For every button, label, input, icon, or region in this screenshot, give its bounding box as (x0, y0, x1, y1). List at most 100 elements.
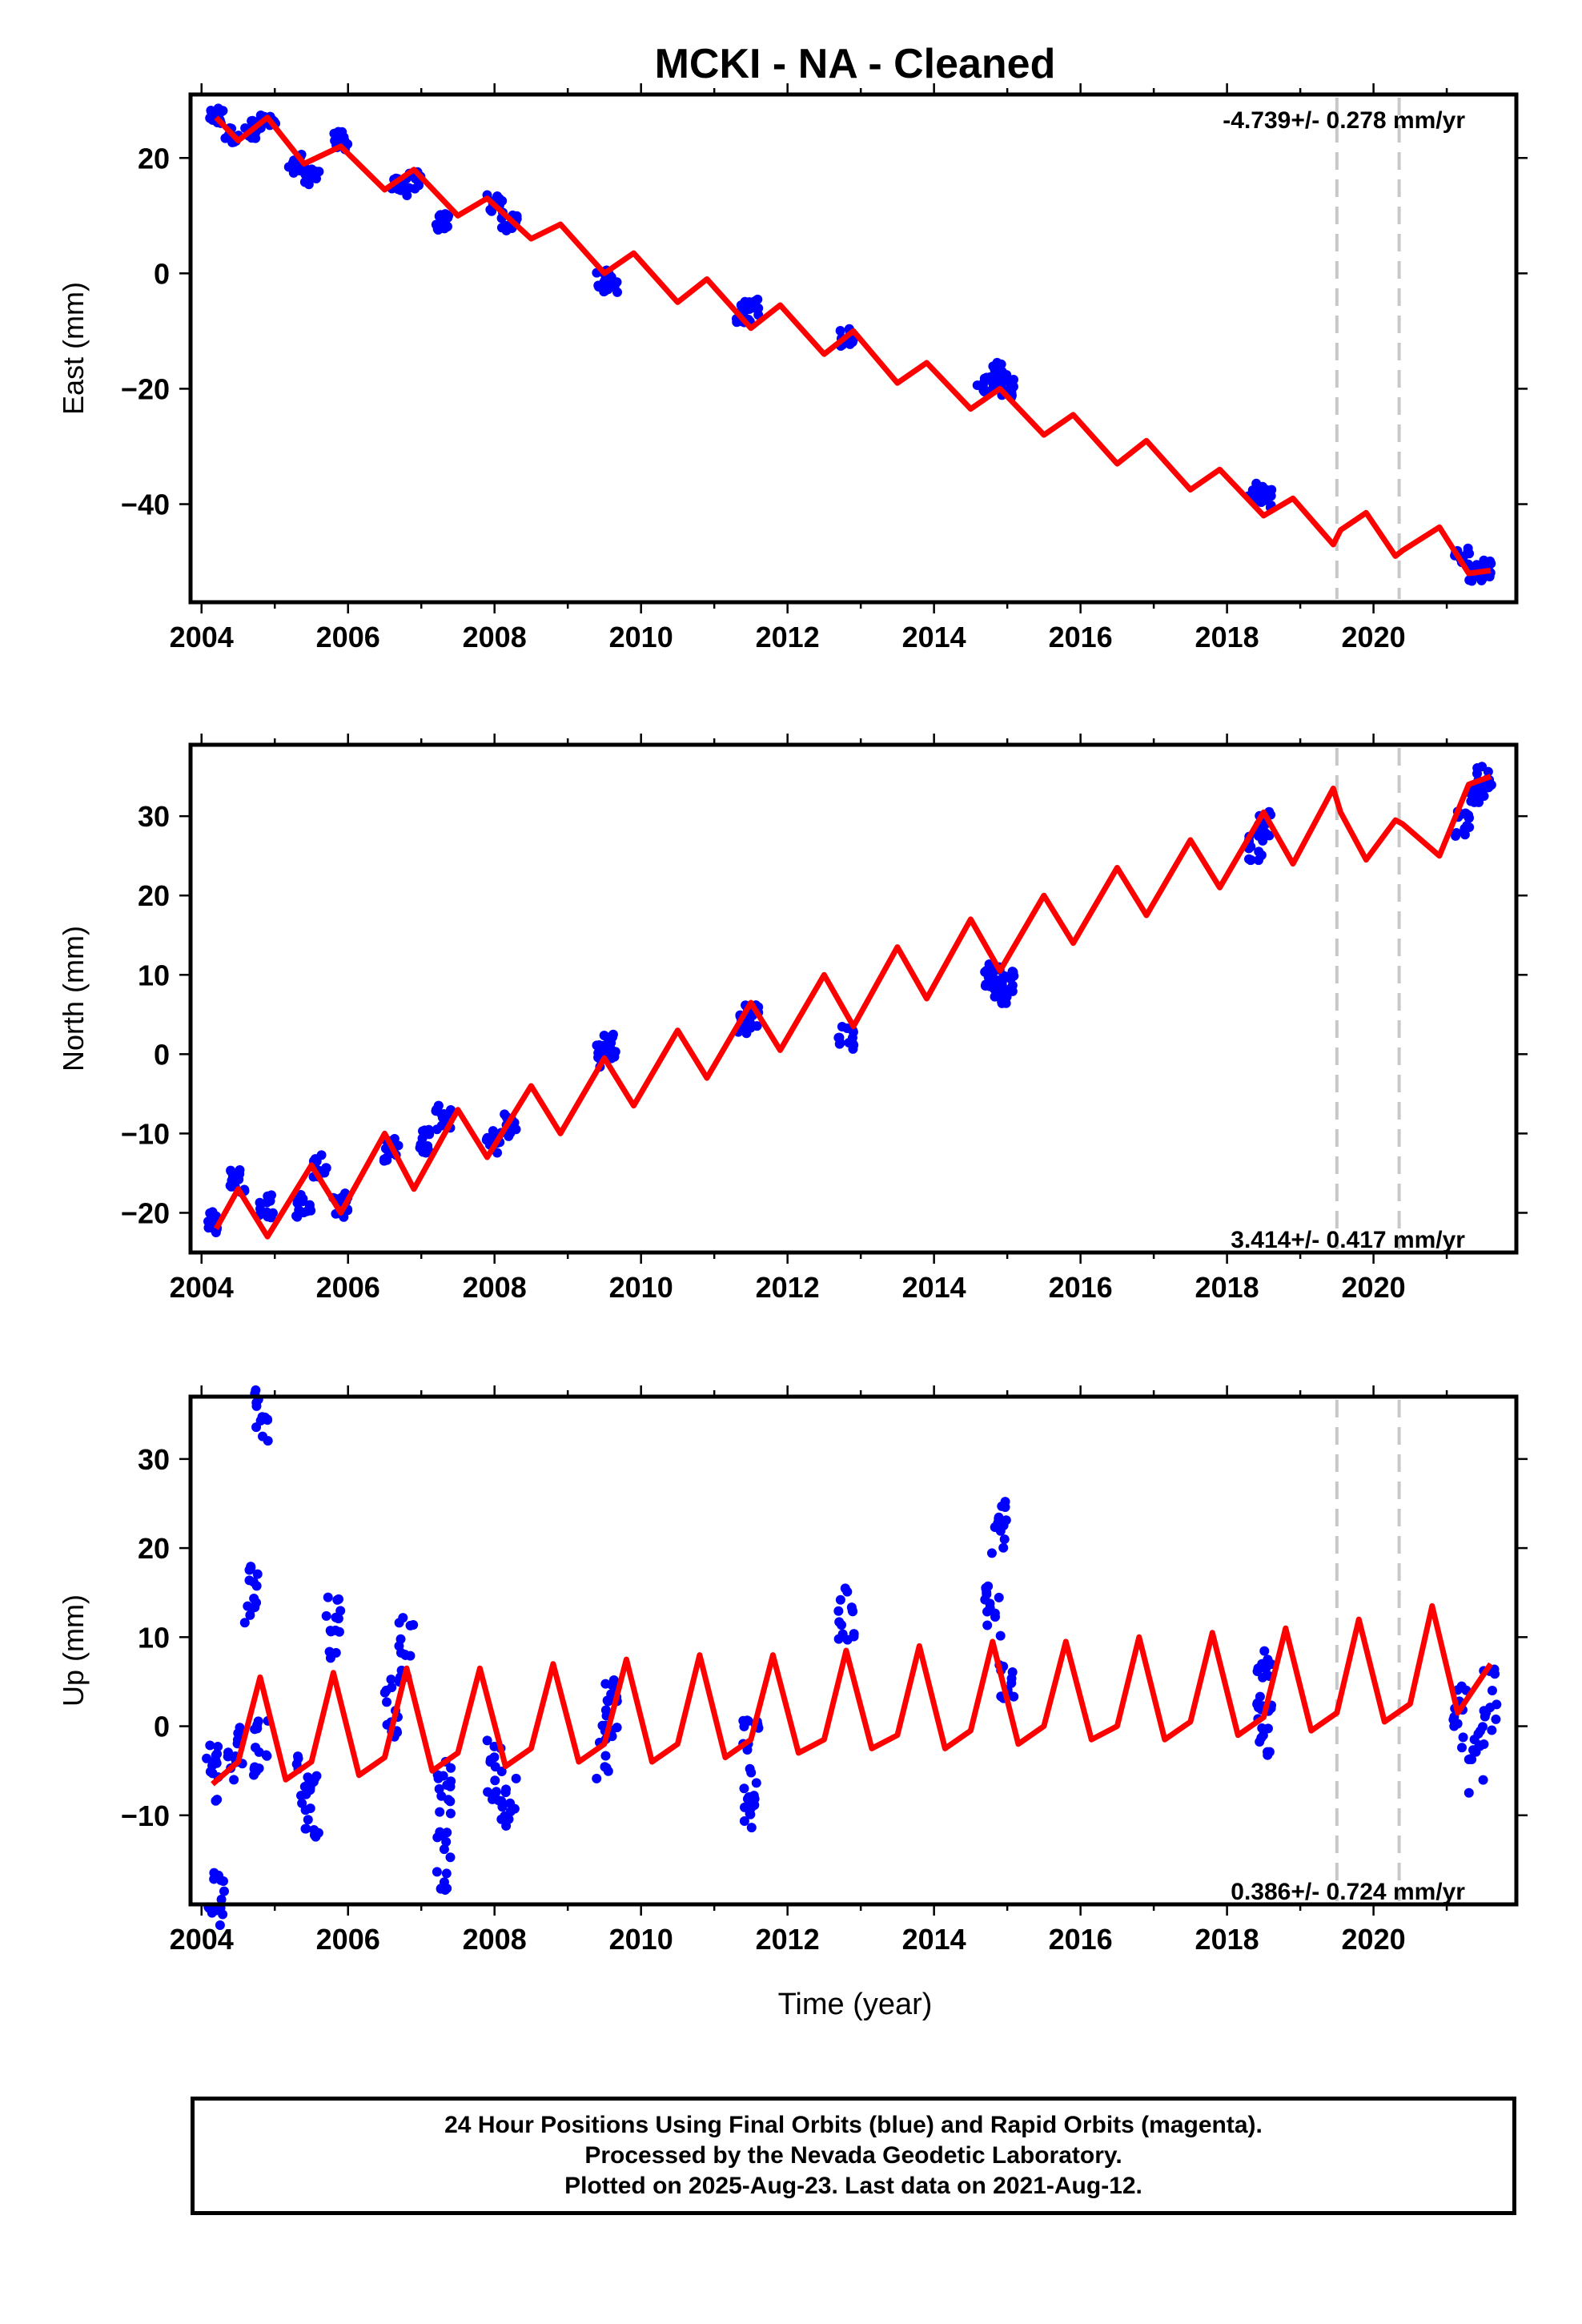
data-point (985, 1598, 995, 1609)
data-point (1008, 374, 1018, 384)
data-point (439, 1844, 449, 1855)
data-point (505, 1798, 516, 1808)
data-point (600, 1705, 611, 1715)
data-point (505, 1807, 516, 1817)
data-point (1257, 1659, 1267, 1669)
data-point (988, 975, 998, 986)
x-tick-label: 2016 (1049, 621, 1113, 653)
data-point (1472, 560, 1482, 570)
data-point (339, 132, 349, 143)
data-point (496, 1795, 507, 1806)
data-point (246, 1562, 256, 1572)
data-point (225, 1180, 235, 1191)
data-point (505, 1128, 516, 1138)
x-tick-label: 2008 (463, 621, 527, 653)
footer-box: 24 Hour Positions Using Final Orbits (bl… (191, 2097, 1516, 2215)
data-point (1253, 1703, 1263, 1713)
data-point (488, 1126, 498, 1136)
data-point (1491, 1714, 1501, 1724)
x-tick-label: 2004 (170, 621, 234, 653)
data-point (604, 282, 614, 292)
velocity-label: 3.414+/- 0.417 mm/yr (1231, 1227, 1465, 1253)
data-point (405, 1620, 416, 1630)
data-point (207, 115, 218, 125)
data-point (218, 1876, 228, 1886)
data-point (746, 1767, 757, 1778)
data-point (433, 1100, 444, 1111)
data-point (1009, 971, 1019, 981)
data-point (740, 296, 750, 307)
data-point (988, 967, 998, 978)
data-point (251, 1385, 261, 1395)
data-point (435, 1807, 445, 1817)
data-point (751, 1778, 761, 1788)
data-point (446, 1776, 456, 1787)
data-point (219, 1886, 229, 1896)
data-point (1479, 1739, 1489, 1750)
data-point (326, 1626, 336, 1637)
y-tick-label: −10 (121, 1117, 170, 1150)
data-point (995, 1630, 1006, 1641)
data-point (229, 1775, 239, 1785)
data-point (202, 1753, 212, 1763)
data-point (994, 1592, 1004, 1602)
observation-points (205, 103, 1496, 586)
data-point (402, 191, 412, 201)
data-point (382, 1697, 392, 1707)
data-point (599, 1030, 609, 1040)
data-point (602, 275, 612, 285)
data-point (304, 1202, 315, 1212)
plot-frame (188, 742, 1519, 1255)
data-point (1252, 1667, 1263, 1677)
x-tick-label: 2016 (1049, 1271, 1113, 1304)
data-point (986, 1548, 997, 1558)
data-point (1473, 1729, 1484, 1739)
data-point (1460, 823, 1470, 834)
data-point (485, 1757, 496, 1767)
y-tick-label: −10 (121, 1799, 170, 1832)
data-point (291, 1759, 302, 1769)
data-point (258, 1431, 268, 1441)
data-point (1254, 855, 1264, 866)
x-tick-label: 2006 (316, 1271, 380, 1304)
x-tick-label: 2020 (1342, 1271, 1406, 1304)
data-point (1007, 980, 1018, 991)
data-point (846, 1602, 857, 1613)
data-point (999, 1534, 1010, 1545)
data-point (244, 1575, 255, 1586)
data-point (834, 1617, 845, 1627)
data-point (1478, 1775, 1488, 1785)
velocity-label: -4.739+/- 0.278 mm/yr (1223, 107, 1465, 134)
data-point (438, 214, 448, 224)
x-tick-label: 2006 (316, 621, 380, 653)
data-point (252, 1723, 263, 1734)
data-point (1260, 495, 1271, 505)
data-point (442, 1827, 452, 1838)
data-point (266, 1212, 276, 1223)
data-point (739, 1815, 749, 1826)
plot-frame (188, 1394, 1519, 1907)
footer-line-1: 24 Hour Positions Using Final Orbits (bl… (444, 2112, 1263, 2138)
data-point (982, 1606, 993, 1617)
x-tick-label: 2010 (609, 621, 673, 653)
data-point (432, 1867, 442, 1877)
data-point (335, 1606, 346, 1616)
x-tick-label: 2010 (609, 1923, 673, 1956)
data-point (592, 1773, 602, 1783)
data-point (835, 325, 845, 336)
data-point (481, 1135, 492, 1145)
data-point (247, 1603, 258, 1614)
data-point (1007, 1667, 1018, 1677)
data-point (1456, 1743, 1467, 1753)
data-point (1464, 813, 1474, 823)
data-point (227, 1171, 238, 1181)
data-point (232, 1735, 243, 1745)
data-point (216, 1894, 227, 1904)
figure-title: MCKI - NA - Cleaned (655, 41, 1056, 87)
data-point (416, 1140, 426, 1150)
data-point (321, 1610, 331, 1621)
y-tick-label: 20 (138, 879, 170, 912)
panels: 2004 2006 2008 2010 2012 2014 2016 2018 2020−40−… (57, 83, 1528, 1956)
data-point (213, 1742, 223, 1752)
data-point (600, 1679, 611, 1689)
